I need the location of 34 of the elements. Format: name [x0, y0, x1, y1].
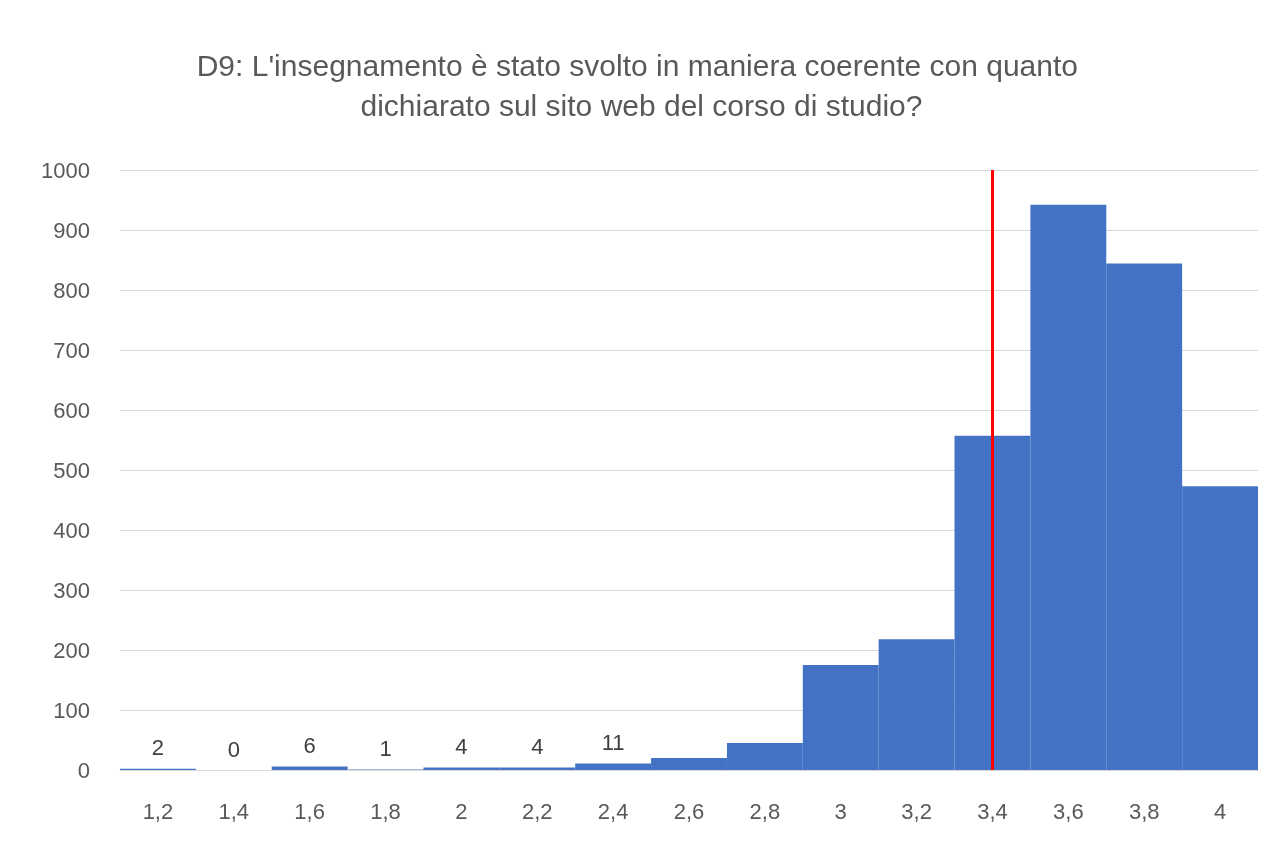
y-tick-label: 300 [53, 577, 90, 603]
y-tick-label: 900 [53, 217, 90, 243]
y-tick-label: 400 [53, 517, 90, 543]
y-tick-label: 200 [53, 637, 90, 663]
data-label: 4 [455, 734, 468, 760]
data-label: 6 [303, 732, 316, 758]
x-tick-label: 1,6 [294, 798, 325, 824]
x-tick-label: 3,8 [1128, 798, 1160, 824]
y-tick-label: 100 [53, 697, 90, 723]
x-tick-label: 2,8 [749, 798, 781, 824]
data-label: 0 [227, 736, 240, 762]
x-tick-label: 2,6 [673, 798, 705, 824]
data-label: 11 [601, 729, 625, 755]
y-tick-label: 700 [53, 337, 90, 363]
x-tick-label: 1,8 [370, 798, 401, 824]
chart-title: D9: L'insegnamento è stato svolto in maniera coerente con quanto dichiarato sul sito web del corso di studio? [196, 48, 1087, 122]
x-tick-label: 1,2 [142, 798, 174, 824]
data-label: 2 [151, 735, 165, 761]
x-tick-label: 3,4 [977, 798, 1008, 824]
x-tick-label: 2 [455, 798, 468, 824]
y-tick-label: 0 [77, 757, 90, 783]
x-tick-label: 3,6 [1053, 798, 1084, 824]
data-label: 4 [531, 734, 544, 760]
x-tick-label: 2,2 [521, 798, 553, 824]
x-tick-label: 3 [834, 798, 847, 824]
y-tick-label: 600 [53, 397, 90, 423]
y-tick-label: 1000 [41, 157, 90, 183]
x-tick-label: 3,2 [901, 798, 932, 824]
y-tick-label: 500 [53, 457, 90, 483]
x-tick-label: 4 [1213, 798, 1227, 824]
x-tick-label: 1,4 [218, 798, 250, 824]
x-tick-label: 2,4 [597, 798, 629, 824]
y-tick-label: 800 [53, 277, 90, 303]
data-label: 1 [379, 735, 392, 761]
